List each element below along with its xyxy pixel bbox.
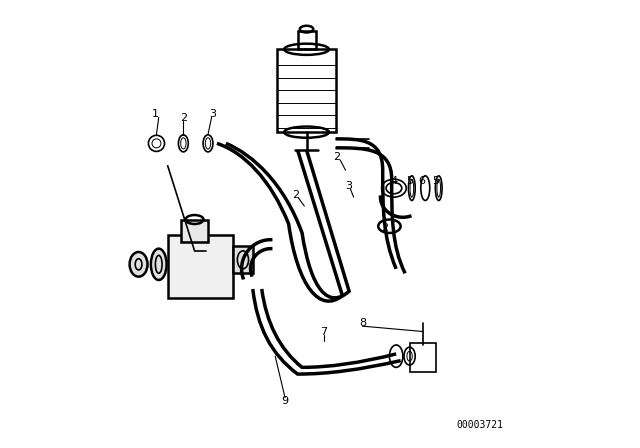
Text: 2: 2 — [333, 152, 340, 162]
Text: 3: 3 — [209, 109, 216, 119]
Text: 2: 2 — [381, 224, 388, 233]
Bar — [410, 343, 436, 372]
Text: 7: 7 — [320, 327, 327, 337]
Bar — [181, 220, 208, 242]
Text: 5: 5 — [432, 176, 439, 185]
Bar — [278, 49, 335, 132]
Ellipse shape — [151, 249, 166, 280]
Text: 00003721: 00003721 — [457, 420, 504, 430]
Text: 4: 4 — [390, 176, 397, 185]
Text: 2: 2 — [292, 190, 299, 200]
Bar — [168, 235, 233, 298]
Ellipse shape — [129, 252, 148, 277]
Text: 6: 6 — [419, 176, 426, 185]
Bar — [233, 246, 253, 273]
Text: 3: 3 — [346, 181, 353, 191]
Text: 8: 8 — [359, 319, 366, 328]
Text: 2: 2 — [180, 113, 187, 123]
Text: 9: 9 — [282, 396, 289, 406]
Text: 5: 5 — [406, 176, 413, 185]
Text: 1: 1 — [152, 109, 159, 119]
Bar — [298, 31, 316, 49]
